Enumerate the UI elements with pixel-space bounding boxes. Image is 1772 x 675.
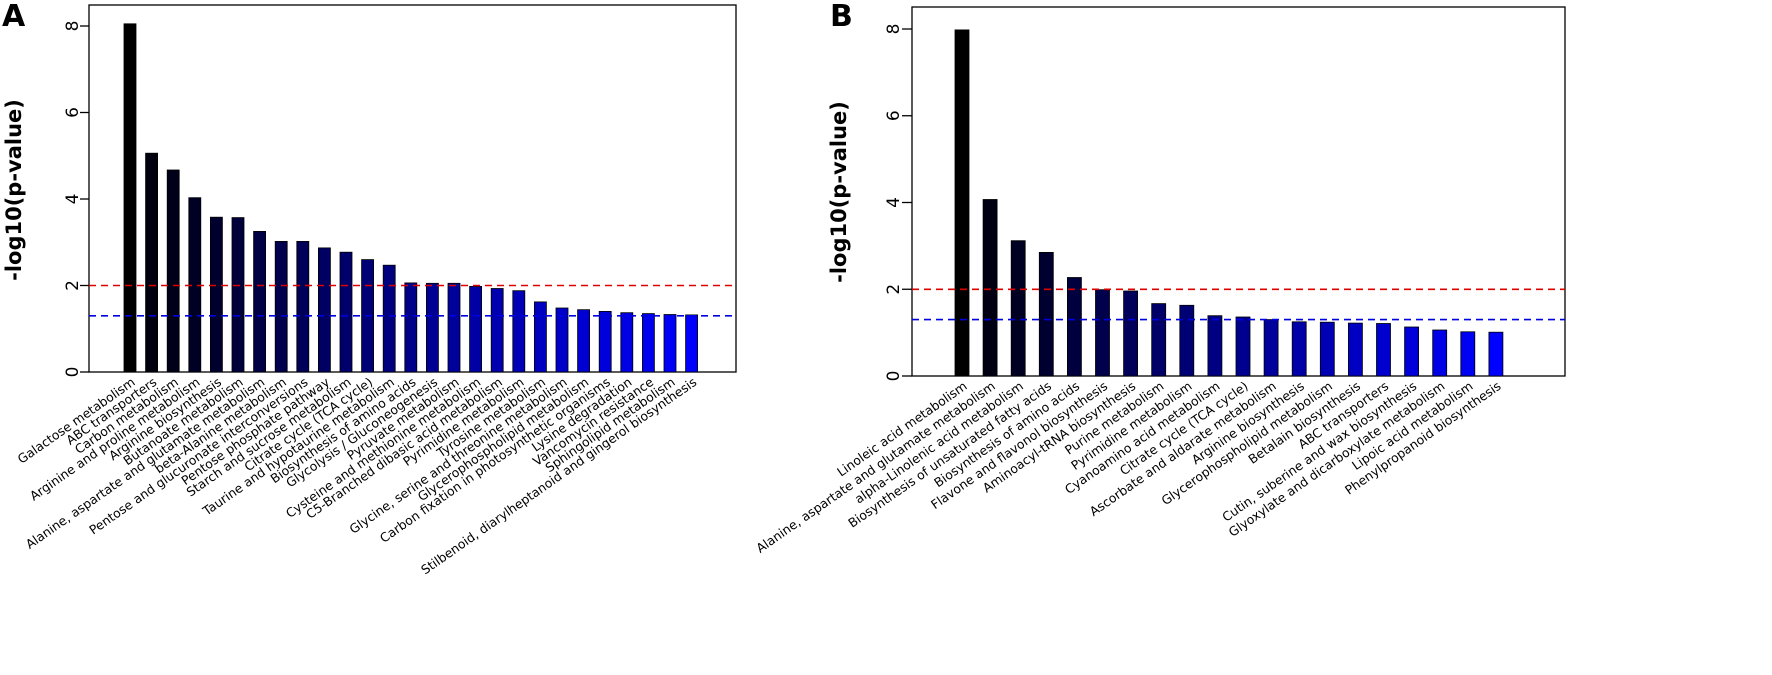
bar bbox=[663, 314, 677, 373]
bar bbox=[447, 282, 461, 373]
bar bbox=[685, 314, 698, 373]
bar bbox=[1404, 326, 1419, 377]
bar bbox=[1010, 240, 1026, 377]
bar bbox=[253, 230, 267, 373]
bar bbox=[166, 169, 180, 373]
bar bbox=[1319, 321, 1335, 377]
bar bbox=[1488, 331, 1504, 377]
bar bbox=[1207, 315, 1223, 377]
panel-a-y-axis: 0 2 4 6 8 bbox=[63, 21, 89, 378]
bar bbox=[145, 152, 159, 373]
bar bbox=[1179, 304, 1195, 377]
bar bbox=[317, 247, 331, 373]
y-tick-label: 8 bbox=[884, 24, 904, 35]
bar bbox=[512, 290, 526, 373]
panel-b-y-axis: 0 2 4 6 8 bbox=[884, 24, 912, 382]
bar bbox=[490, 288, 504, 373]
bar bbox=[404, 282, 418, 373]
bar bbox=[1291, 321, 1307, 377]
y-tick-label: 8 bbox=[63, 21, 83, 32]
bar bbox=[555, 307, 569, 373]
bar bbox=[1263, 319, 1279, 377]
bar bbox=[1432, 329, 1448, 377]
panel-b-y-axis-label: -log10(p-value) bbox=[827, 101, 851, 283]
y-tick-label: 0 bbox=[63, 367, 83, 378]
y-tick-label: 2 bbox=[63, 280, 83, 291]
bar bbox=[296, 240, 310, 373]
bar bbox=[469, 285, 483, 373]
y-tick-label: 2 bbox=[884, 284, 904, 295]
y-tick-label: 6 bbox=[884, 110, 904, 121]
bar bbox=[577, 309, 590, 373]
bar bbox=[1067, 277, 1082, 377]
y-tick-label: 4 bbox=[63, 194, 83, 205]
bar bbox=[534, 301, 547, 373]
y-tick-label: 0 bbox=[884, 371, 904, 382]
bar bbox=[425, 282, 439, 373]
bar bbox=[1095, 289, 1110, 377]
bar bbox=[1348, 322, 1363, 377]
bar bbox=[339, 251, 353, 373]
bar bbox=[598, 310, 612, 373]
y-tick-label: 4 bbox=[884, 197, 904, 208]
bar bbox=[620, 312, 634, 373]
panel-b-bars bbox=[954, 29, 1504, 377]
panel-b-label: B bbox=[830, 0, 853, 34]
bar bbox=[1376, 323, 1391, 377]
bar bbox=[1235, 316, 1251, 377]
bar bbox=[1151, 303, 1167, 377]
y-tick-label: 6 bbox=[63, 107, 83, 118]
panel-b-threshold-lines bbox=[912, 288, 1565, 321]
bar bbox=[982, 199, 998, 377]
bar bbox=[1038, 251, 1054, 377]
bar bbox=[382, 264, 396, 373]
bar bbox=[209, 216, 223, 373]
bar bbox=[1460, 331, 1476, 377]
bar bbox=[123, 23, 137, 373]
panel-a-label: A bbox=[2, 0, 26, 34]
bar bbox=[642, 313, 655, 373]
bar bbox=[954, 29, 970, 377]
bar bbox=[274, 240, 288, 373]
panel-a-bars bbox=[123, 23, 698, 373]
bar bbox=[231, 217, 245, 373]
panel-b: B 0 2 4 6 8 Linoleic acid metabolismAlanine,… bbox=[753, 0, 1566, 556]
panel-a-y-axis-label: -log10(p-value) bbox=[2, 99, 26, 281]
bar bbox=[1123, 290, 1138, 377]
